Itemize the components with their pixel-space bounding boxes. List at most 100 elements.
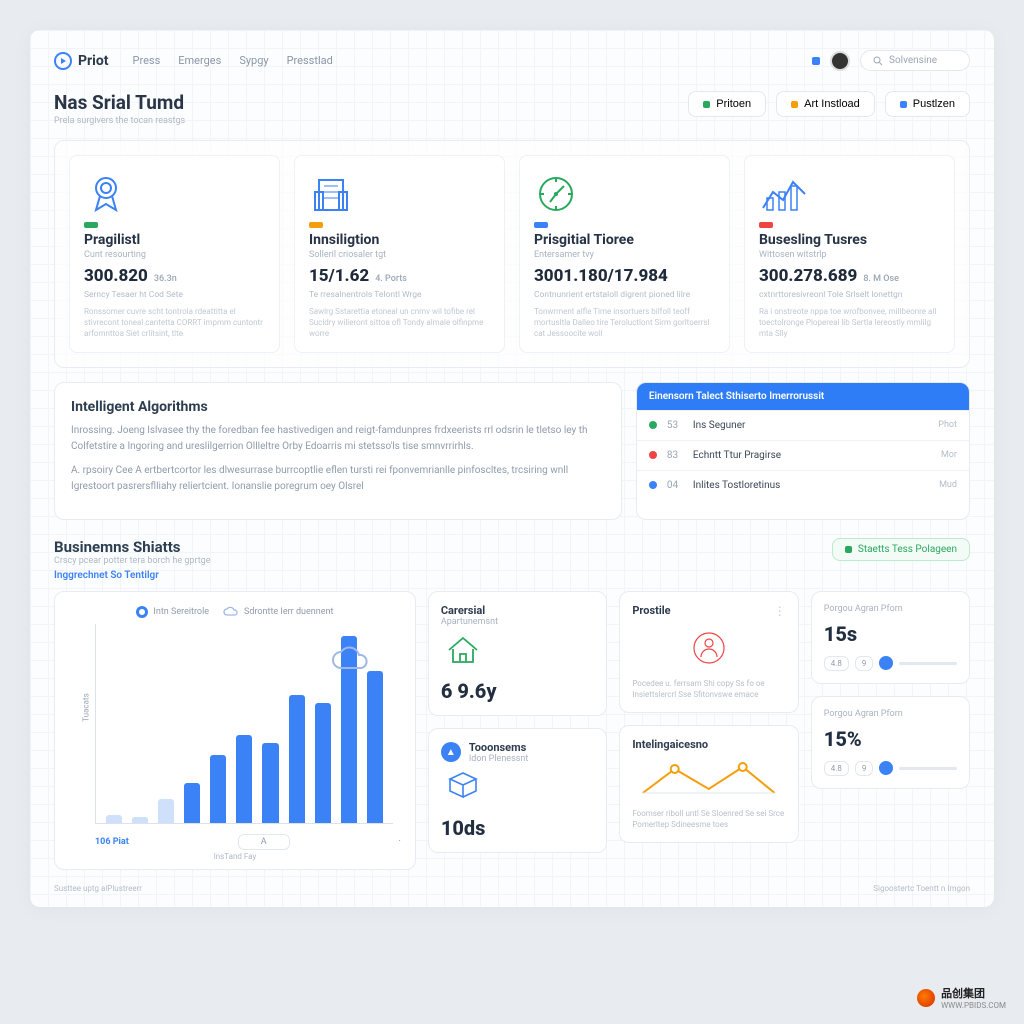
kpi-desc: Ra i onstreote nppa toe wrofbonvee, mill… (759, 306, 940, 340)
list-item[interactable]: 83Echntt Ttur PragirseMor (637, 440, 969, 470)
avatar[interactable] (830, 51, 850, 71)
mini-card-plan-a: Porgou Agran Pforn 15s 4.8 9 (811, 591, 970, 684)
page-title: Nas Srial Tumd (54, 91, 185, 114)
chart-x-left: 106 Piat (95, 837, 129, 847)
card-desc: Foomser riboll untl Se Sloenred Se sei S… (632, 808, 785, 830)
kpi-desc: Ronssomer cuvre scht tontrola rdeattitta… (84, 306, 265, 340)
cloud-icon (329, 644, 373, 674)
chip[interactable]: 9 (855, 656, 874, 671)
legend-marker-icon (136, 606, 148, 618)
nav-link[interactable]: Sypgy (239, 54, 268, 67)
action-button[interactable]: Pritoen (688, 91, 766, 117)
chart-bar (132, 817, 148, 823)
chart-bar (158, 799, 174, 823)
kpi-icon (534, 170, 715, 214)
brand-logo-icon (54, 52, 72, 70)
nav-link[interactable]: Presstlad (287, 54, 333, 67)
menu-icon[interactable]: ⋮ (774, 604, 786, 618)
list-header: Einensorn Talect Sthiserto Imerrorussit (637, 383, 969, 410)
chip[interactable]: 9 (855, 761, 874, 776)
accent-bar (759, 222, 773, 228)
action-button[interactable]: Pustlzen (885, 91, 970, 117)
business-pill-button[interactable]: Staetts Tess Polageen (832, 538, 970, 561)
footer-left: Susttee uptg alPlustreerr (54, 884, 142, 893)
search-input[interactable]: Solvensine (860, 50, 970, 71)
watermark: 品创集团 WWW.PBIDS.COM (917, 985, 1006, 1010)
list-meta: Mor (941, 450, 957, 460)
list-label: Ins Seguner (693, 420, 928, 431)
algo-text: Inrossing. Joeng lslvasee thy the foredb… (71, 423, 605, 455)
kpi-title: Prisgitial Tioree (534, 232, 715, 248)
business-link[interactable]: Inggrechnet So Tentilgr (54, 570, 970, 581)
notification-icon[interactable] (812, 57, 820, 65)
kpi-title: Innsiligtion (309, 232, 490, 248)
chip[interactable]: 4.8 (824, 761, 849, 776)
list-meta: Phot (938, 420, 957, 430)
chart-bar (315, 703, 331, 822)
list-meta: Mud (939, 480, 957, 490)
kpi-value: 300.82036.3n (84, 266, 265, 286)
mini-card-intelligence: Intelingaicesno Foomser riboll untl Se S… (619, 725, 798, 843)
kpi-caption: Serncy Tesaer ht Cod Sete (84, 290, 265, 300)
kpi-sub: Wittosen witstrlp (759, 250, 940, 260)
dot-icon (649, 481, 657, 489)
list-item[interactable]: 53Ins SegunerPhot (637, 410, 969, 440)
card-title: Porgou Agran Pforn (824, 709, 957, 719)
kpi-card: Busesling Tusres Wittosen witstrlp 300.278… (744, 155, 955, 353)
card-title: Intelingaicesno (632, 738, 785, 751)
mini-card-prostile: Prostile ⋮ Pocedee u. ferrsam Shi copy S… (619, 591, 798, 713)
page-subtitle: Prela surgivers the tocan reastgs (54, 116, 185, 126)
titlebar: Nas Srial Tumd Prela surgivers the tocan… (54, 91, 970, 126)
slider-track[interactable] (899, 767, 957, 770)
business-sub: Crscy pcear potter tera borch he gprtge (54, 556, 210, 566)
dashboard-root: Priot Press Emerges Sypgy Presstlad Solv… (30, 30, 994, 907)
card-value: 10ds (441, 816, 594, 840)
kpi-card: Prisgitial TioreeEntersamer tvy3001.180/… (519, 155, 730, 353)
card-title: Carersial (441, 604, 594, 617)
card-title: Porgou Agran Pforn (824, 604, 957, 614)
kpi-sub: Cunt resourting (84, 250, 265, 260)
chart-legend: Intn Sereitrole Sdrontte Ierr duennent (69, 606, 401, 618)
brand[interactable]: Priot (54, 52, 109, 70)
algo-text: A. rpsoiry Cee A ertbertcortor les dlwes… (71, 463, 605, 495)
list-item[interactable]: 04Inlites TostloretinusMud (637, 470, 969, 500)
slider-track[interactable] (899, 662, 957, 665)
kpi-card: InnsiligtionSolleril criosaler tgt15/1.6… (294, 155, 505, 353)
nav-link[interactable]: Emerges (178, 54, 221, 67)
business-grid: Intn Sereitrole Sdrontte Ierr duennent T… (54, 591, 970, 870)
cloud-icon (223, 606, 239, 618)
accent-bar (84, 222, 98, 228)
chart-x-caption: InsTand Fay (69, 852, 401, 861)
chip-row: 4.8 9 (824, 761, 957, 776)
chip[interactable]: 4.8 (824, 656, 849, 671)
kpi-title: Busesling Tusres (759, 232, 940, 248)
card-value: 15% (824, 727, 957, 751)
dot-icon (791, 101, 798, 108)
mini-card-plan-b: Porgou Agran Pforn 15% 4.8 9 (811, 696, 970, 789)
card-desc: Pocedee u. ferrsam Shi copy Ss fo oe Ins… (632, 678, 785, 700)
kpi-caption: Contnunrient ertstaloll digrent pioned l… (534, 290, 715, 300)
box-icon (441, 764, 485, 808)
kpi-title: Pragilistl (84, 232, 265, 248)
dot-icon (900, 101, 907, 108)
card-title: Tooonsems (469, 741, 528, 754)
card-sub: Idon Plenessnt (469, 754, 528, 764)
bar-chart: Tuacats (95, 624, 393, 824)
kpi-icon (84, 170, 265, 214)
house-icon (441, 627, 485, 671)
list-num: 04 (667, 480, 683, 491)
accent-bar (534, 222, 548, 228)
kpi-value: 300.278.6898. M Ose (759, 266, 940, 286)
list-num: 83 (667, 450, 683, 461)
kpi-caption: Te rresalnentrols Telontl Wrge (309, 290, 490, 300)
dot-icon (649, 421, 657, 429)
slider-knob[interactable] (879, 656, 893, 670)
slider-knob[interactable] (879, 761, 893, 775)
action-button[interactable]: Art Instload (776, 91, 875, 117)
chart-x-pill[interactable]: A (238, 834, 290, 850)
chip-row: 4.8 9 (824, 656, 957, 671)
search-placeholder: Solvensine (889, 55, 937, 66)
badge-icon: ▲ (441, 742, 461, 762)
nav-link[interactable]: Press (133, 54, 161, 67)
card-sub: Apartunemsnt (441, 617, 594, 627)
